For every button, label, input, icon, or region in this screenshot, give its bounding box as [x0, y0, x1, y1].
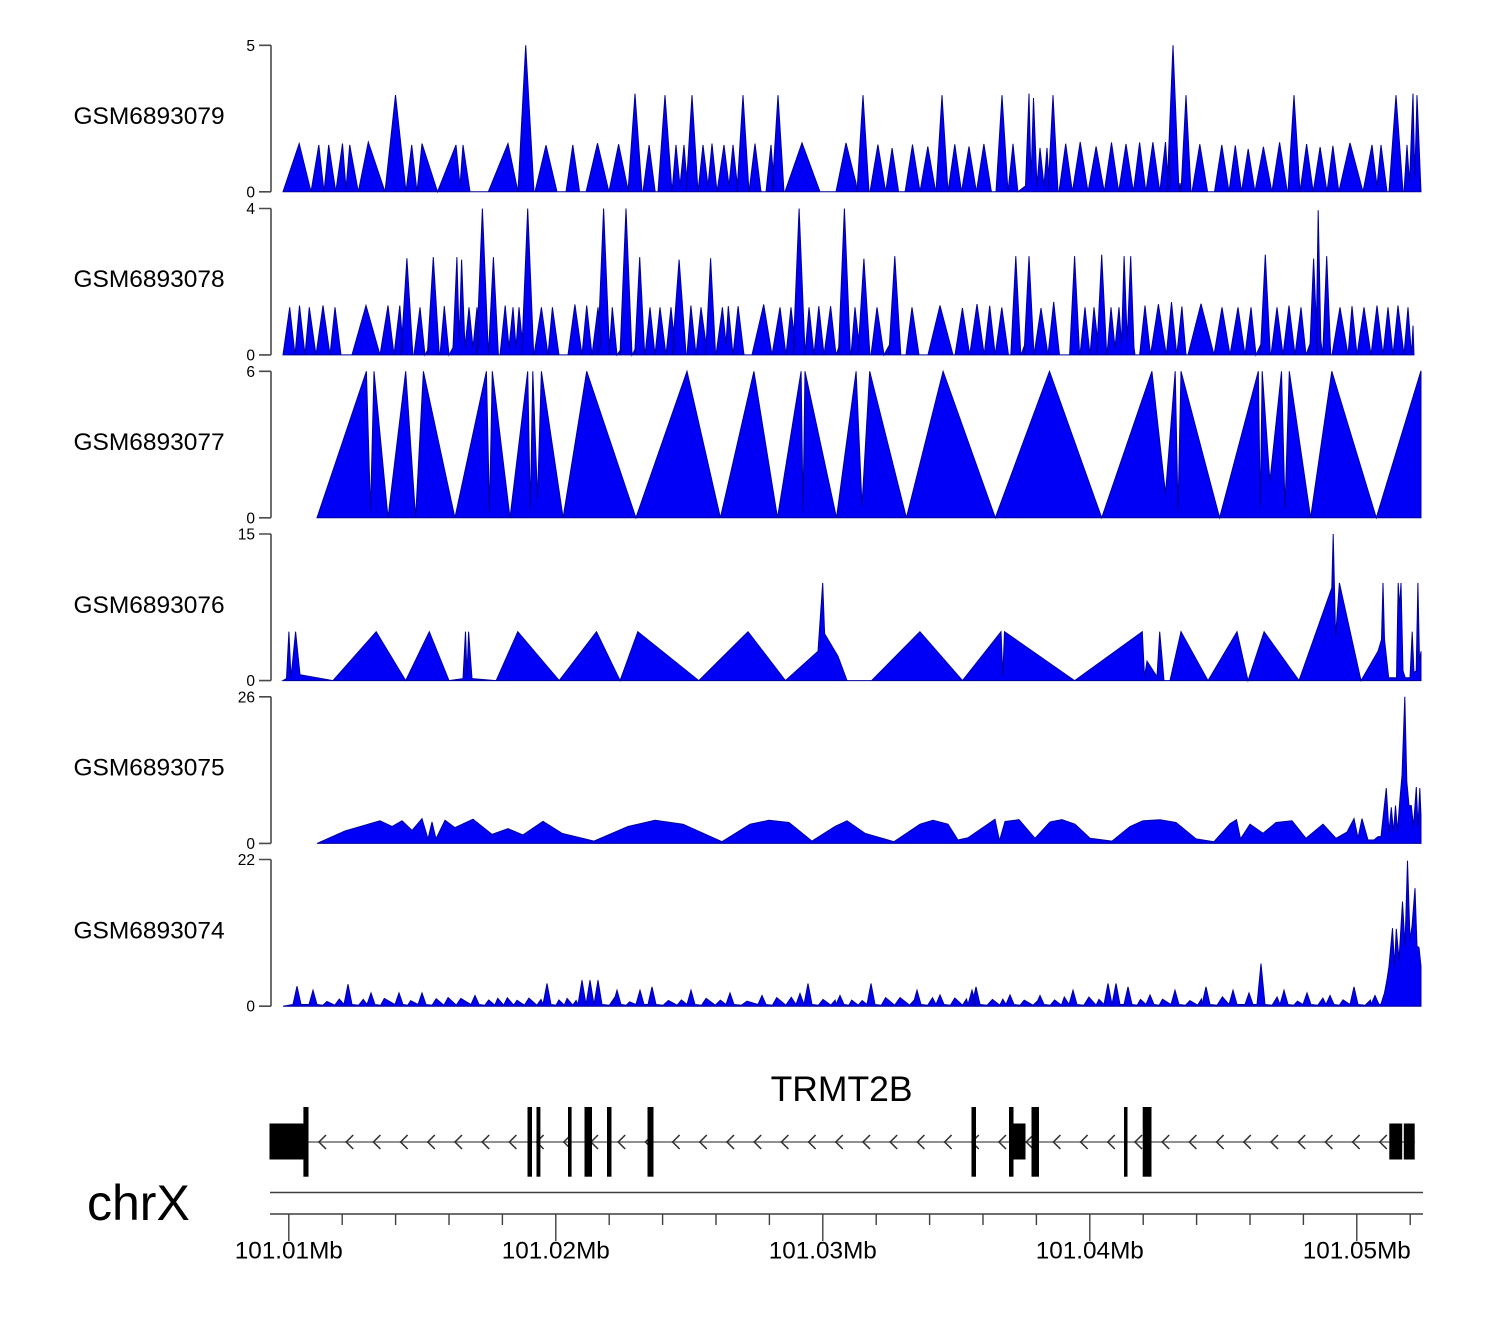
svg-text:5: 5 — [246, 38, 255, 55]
svg-text:101.04Mb: 101.04Mb — [1036, 1238, 1144, 1265]
svg-text:6: 6 — [246, 364, 255, 381]
svg-text:0: 0 — [246, 999, 255, 1016]
svg-text:101.01Mb: 101.01Mb — [235, 1238, 343, 1265]
svg-text:101.05Mb: 101.05Mb — [1303, 1238, 1411, 1265]
svg-text:GSM6893075: GSM6893075 — [74, 755, 225, 782]
svg-text:GSM6893077: GSM6893077 — [74, 429, 225, 456]
svg-text:101.03Mb: 101.03Mb — [769, 1238, 877, 1265]
svg-text:101.02Mb: 101.02Mb — [502, 1238, 610, 1265]
svg-text:15: 15 — [238, 527, 255, 544]
svg-text:GSM6893079: GSM6893079 — [74, 103, 225, 130]
svg-text:chrX: chrX — [87, 1175, 190, 1231]
svg-text:0: 0 — [246, 347, 255, 364]
svg-text:GSM6893076: GSM6893076 — [74, 592, 225, 619]
svg-text:22: 22 — [238, 852, 255, 869]
svg-text:4: 4 — [246, 201, 255, 218]
svg-text:26: 26 — [238, 689, 255, 706]
svg-text:0: 0 — [246, 836, 255, 853]
svg-text:TRMT2B: TRMT2B — [771, 1069, 913, 1109]
svg-text:GSM6893074: GSM6893074 — [74, 917, 225, 944]
svg-text:0: 0 — [246, 184, 255, 201]
svg-text:0: 0 — [246, 673, 255, 690]
svg-text:GSM6893078: GSM6893078 — [74, 266, 225, 293]
svg-text:0: 0 — [246, 510, 255, 527]
